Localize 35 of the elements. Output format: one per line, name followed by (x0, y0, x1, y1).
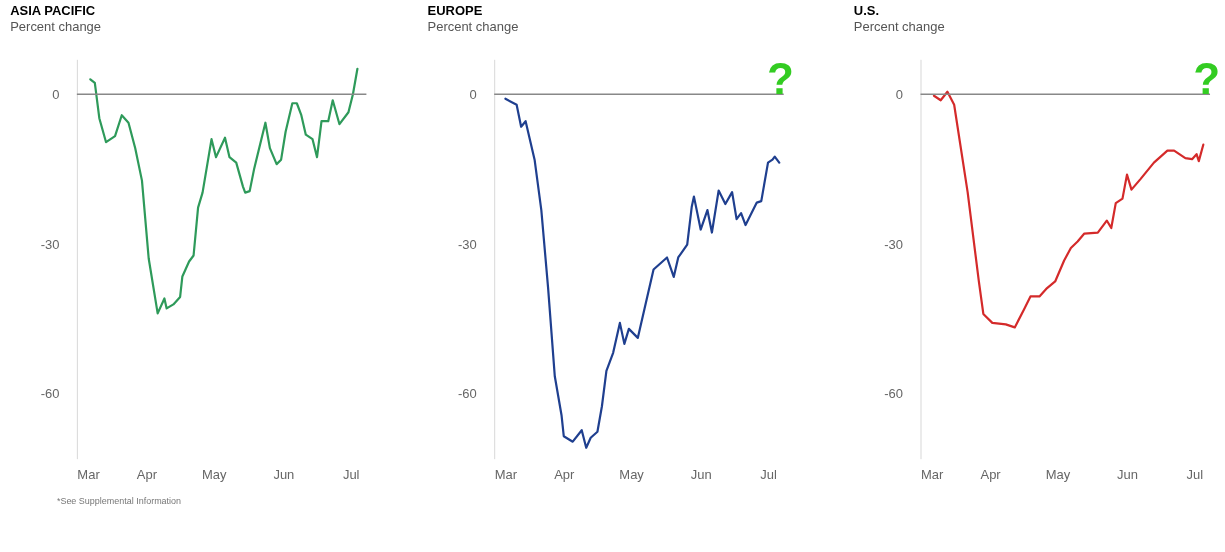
y-tick-label: -60 (40, 386, 60, 402)
y-tick-label: -60 (457, 386, 477, 402)
x-tick-label: Apr (136, 467, 158, 483)
chart-subtitle: Percent change (10, 19, 102, 35)
y-tick-label: -30 (457, 236, 477, 252)
chart-title: U.S. (853, 3, 880, 19)
x-tick-label: Jun (273, 467, 295, 483)
x-tick-label: Jul (342, 467, 360, 483)
x-tick-label: Jul (760, 467, 777, 483)
x-tick-label: Mar (77, 467, 101, 483)
annotation: ? (766, 54, 794, 104)
chart-title: EUROPE (427, 3, 483, 19)
x-tick-label: Jun (1117, 467, 1138, 483)
x-tick-label: Jul (1186, 467, 1204, 483)
x-tick-label: Mar (494, 467, 518, 483)
line-series (89, 67, 359, 315)
x-tick-label: Apr (554, 467, 576, 483)
x-tick-label: Apr (980, 467, 1002, 483)
x-tick-label: Jun (690, 467, 712, 483)
x-tick-label: May (619, 467, 645, 483)
chart-subtitle: Percent change (853, 19, 945, 35)
y-tick-label: -30 (40, 236, 60, 252)
y-tick-label: -60 (884, 386, 904, 402)
x-tick-label: May (1045, 467, 1071, 483)
y-tick-label: 0 (895, 86, 904, 102)
chart-subtitle: Percent change (427, 19, 519, 35)
line-series (504, 97, 781, 449)
y-tick-label: 0 (469, 86, 477, 102)
annotation: ? (1193, 54, 1221, 104)
x-tick-label: May (202, 467, 228, 483)
chart-title: ASIA PACIFIC (10, 3, 96, 19)
text: *See Supplemental Information (56, 495, 182, 506)
y-tick-label: 0 (52, 86, 60, 102)
x-tick-label: Mar (921, 467, 945, 483)
y-tick-label: -30 (884, 236, 904, 252)
